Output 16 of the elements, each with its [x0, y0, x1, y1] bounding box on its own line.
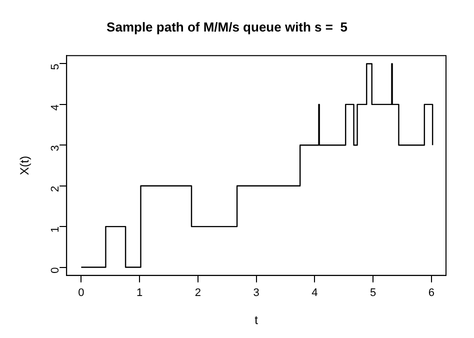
y-tick-label: 1 — [50, 226, 62, 233]
x-tick-label: 6 — [428, 287, 434, 300]
x-tick-label: 0 — [78, 287, 84, 300]
y-tick-label: 5 — [50, 64, 62, 70]
chart-title: Sample path of M/M/s queue with s = 5 — [106, 19, 348, 34]
x-tick-label: 5 — [370, 287, 376, 300]
x-axis-title: t — [254, 313, 259, 328]
x-tick-label: 1 — [136, 287, 143, 300]
y-tick-label: 0 — [50, 267, 62, 274]
x-tick-label: 4 — [312, 287, 318, 300]
x-tick-label: 3 — [253, 287, 260, 300]
y-tick-label: 2 — [50, 186, 62, 192]
y-tick-label: 4 — [50, 104, 62, 111]
y-tick-label: 3 — [50, 145, 62, 152]
x-tick-label: 2 — [194, 287, 201, 300]
y-axis-title: X(t) — [18, 156, 32, 176]
